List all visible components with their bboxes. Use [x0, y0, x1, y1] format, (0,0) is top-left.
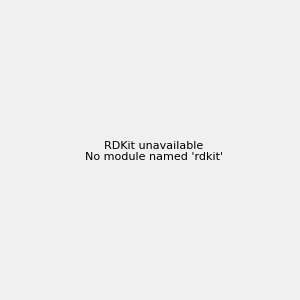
Text: RDKit unavailable
No module named 'rdkit': RDKit unavailable No module named 'rdkit… — [85, 141, 223, 162]
